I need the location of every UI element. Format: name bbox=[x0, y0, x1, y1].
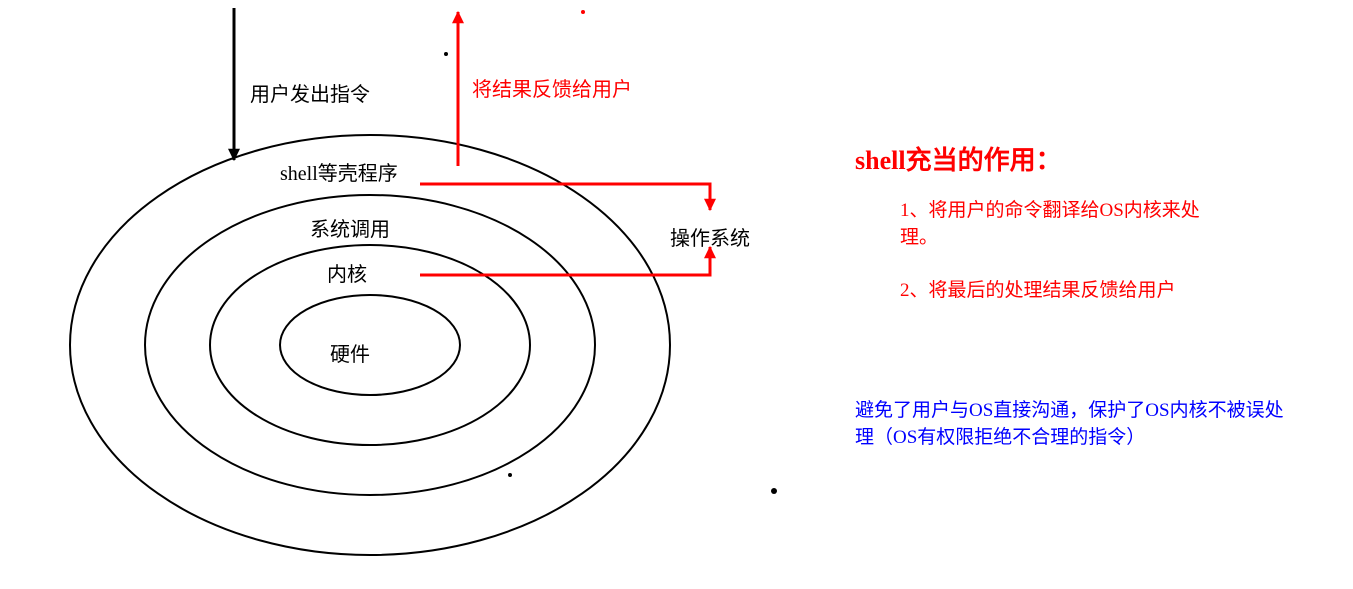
side-title: shell充当的作用： bbox=[855, 140, 1062, 177]
label-user-input: 用户发出指令 bbox=[250, 78, 370, 107]
label-os: 操作系统 bbox=[670, 222, 750, 251]
label-hardware-ring: 硬件 bbox=[330, 338, 370, 367]
label-kernel-ring: 内核 bbox=[327, 258, 367, 287]
label-feedback: 将结果反馈给用户 bbox=[472, 73, 632, 102]
side-footnote: 避免了用户与OS直接沟通，保护了OS内核不被误处理（OS有权限拒绝不合理的指令） bbox=[855, 395, 1285, 449]
side-item-2: 2、将最后的处理结果反馈给用户 bbox=[900, 275, 1200, 302]
label-shell-ring: shell等壳程序 bbox=[280, 157, 398, 186]
label-syscall-ring: 系统调用 bbox=[310, 213, 390, 242]
side-item-1: 1、将用户的命令翻译给OS内核来处理。 bbox=[900, 195, 1200, 249]
